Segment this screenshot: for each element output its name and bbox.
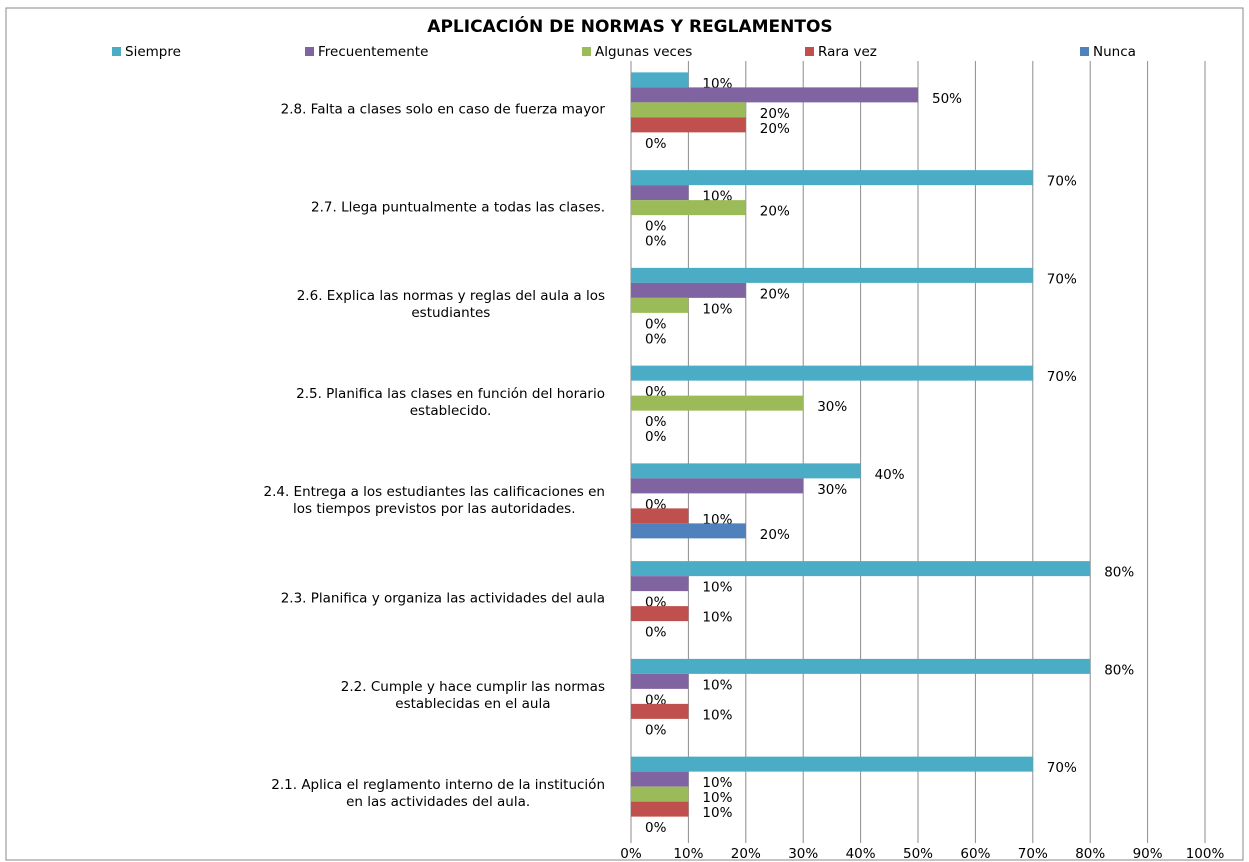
bar xyxy=(631,365,1033,381)
category-label: 2.1. Aplica el reglamento interno de la … xyxy=(271,777,605,811)
bar xyxy=(631,703,689,719)
value-label: 0% xyxy=(645,625,667,641)
value-label: 40% xyxy=(875,467,905,483)
value-label: 0% xyxy=(645,722,667,738)
value-label: 70% xyxy=(1047,369,1077,385)
bar xyxy=(631,606,689,622)
value-label: 0% xyxy=(645,414,667,430)
x-tick-label: 50% xyxy=(903,846,933,862)
value-label: 20% xyxy=(760,204,790,220)
legend-label: Rara vez xyxy=(818,44,877,60)
bar xyxy=(631,771,689,787)
value-label: 10% xyxy=(702,790,732,806)
category-label: 2.8. Falta a clases solo en caso de fuer… xyxy=(280,101,605,118)
value-label: 10% xyxy=(702,805,732,821)
legend-swatch xyxy=(582,47,591,56)
value-label: 0% xyxy=(645,316,667,332)
bar xyxy=(631,756,1033,772)
value-label: 70% xyxy=(1047,271,1077,287)
bar xyxy=(631,508,689,524)
value-label: 10% xyxy=(702,610,732,626)
x-tick-label: 60% xyxy=(960,846,990,862)
value-label: 70% xyxy=(1047,760,1077,776)
bar xyxy=(631,523,746,539)
value-label: 0% xyxy=(645,429,667,445)
category-label: 2.7. Llega puntualmente a todas las clas… xyxy=(311,199,605,216)
legend-swatch xyxy=(112,47,121,56)
category-label: 2.6. Explica las normas y reglas del aul… xyxy=(296,288,605,322)
value-label: 10% xyxy=(702,301,732,317)
bar xyxy=(631,801,689,817)
value-label: 30% xyxy=(817,482,847,498)
value-label: 70% xyxy=(1047,174,1077,190)
bar xyxy=(631,297,689,313)
bar xyxy=(631,673,689,689)
value-label: 10% xyxy=(702,580,732,596)
x-tick-label: 20% xyxy=(731,846,761,862)
bar xyxy=(631,282,746,298)
legend-label: Nunca xyxy=(1093,44,1136,60)
x-tick-label: 80% xyxy=(1075,846,1105,862)
value-label: 50% xyxy=(932,91,962,107)
value-label: 0% xyxy=(645,331,667,347)
bar xyxy=(631,200,746,216)
x-tick-label: 0% xyxy=(620,846,642,862)
value-label: 10% xyxy=(702,677,732,693)
value-label: 10% xyxy=(702,707,732,723)
bar xyxy=(631,786,689,802)
value-label: 20% xyxy=(760,121,790,137)
x-tick-label: 70% xyxy=(1018,846,1048,862)
bar xyxy=(631,561,1091,577)
bar xyxy=(631,658,1091,674)
x-tick-label: 100% xyxy=(1186,846,1225,862)
bar xyxy=(631,463,861,479)
value-label: 30% xyxy=(817,399,847,415)
bar xyxy=(631,102,746,118)
value-label: 10% xyxy=(702,775,732,791)
category-label: 2.5. Planifica las clases en función del… xyxy=(296,386,605,420)
value-label: 0% xyxy=(645,234,667,250)
bar xyxy=(631,72,689,88)
value-label: 0% xyxy=(645,136,667,152)
value-label: 20% xyxy=(760,527,790,543)
value-label: 0% xyxy=(645,820,667,836)
legend-swatch xyxy=(805,47,814,56)
x-tick-label: 90% xyxy=(1133,846,1163,862)
chart-title: APLICACIÓN DE NORMAS Y REGLAMENTOS xyxy=(427,15,832,37)
bar xyxy=(631,395,804,411)
bar xyxy=(631,87,918,103)
value-label: 80% xyxy=(1104,662,1134,678)
x-tick-label: 40% xyxy=(846,846,876,862)
value-label: 20% xyxy=(760,286,790,302)
legend-label: Frecuentemente xyxy=(318,44,428,60)
x-tick-label: 10% xyxy=(673,846,703,862)
category-label: 2.3. Planifica y organiza las actividade… xyxy=(280,590,605,607)
bar xyxy=(631,170,1033,186)
legend-label: Siempre xyxy=(125,44,181,60)
bar xyxy=(631,267,1033,283)
bar xyxy=(631,478,804,494)
legend-label: Algunas veces xyxy=(595,44,692,60)
bar xyxy=(631,117,746,133)
chart-border xyxy=(5,7,1244,861)
x-tick-label: 30% xyxy=(788,846,818,862)
legend-swatch xyxy=(1080,47,1089,56)
legend-swatch xyxy=(305,47,314,56)
bar xyxy=(631,185,689,201)
value-label: 0% xyxy=(645,219,667,235)
value-label: 20% xyxy=(760,106,790,122)
value-label: 80% xyxy=(1104,565,1134,581)
category-label: 2.2. Cumple y hace cumplir las normas es… xyxy=(340,679,605,713)
bar xyxy=(631,576,689,592)
category-label: 2.4. Entrega a los estudiantes las calif… xyxy=(263,483,605,517)
